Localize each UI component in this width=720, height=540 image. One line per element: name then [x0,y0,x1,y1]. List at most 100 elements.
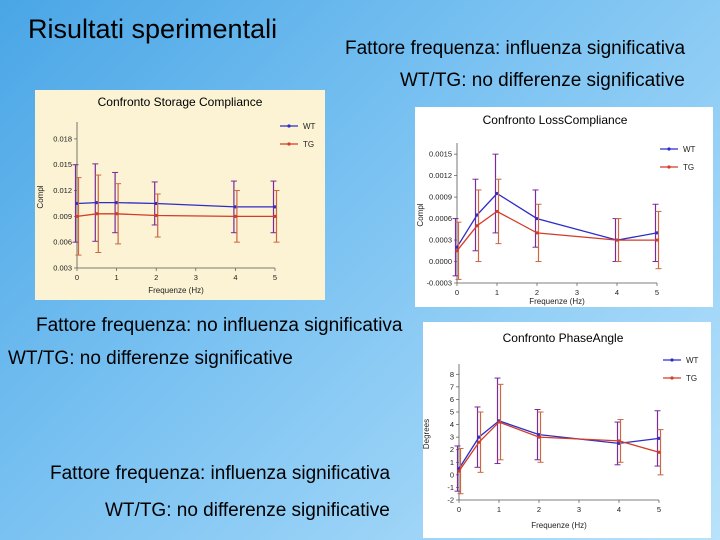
x-tick-label: 4 [233,273,237,282]
data-point [495,209,499,214]
legend-marker [287,124,291,128]
y-tick-label: 0.003 [53,264,72,273]
x-tick-label: 1 [115,273,119,282]
data-point [655,238,659,242]
y-tick-label: 0.015 [53,160,72,169]
data-point [617,441,621,446]
data-point [75,201,79,206]
y-tick-label: -0.0003 [427,279,452,288]
x-tick-label: 1 [495,288,499,297]
data-point [475,213,479,217]
y-tick-label: 3 [450,433,454,442]
data-point [457,469,461,473]
data-point [477,435,481,439]
phase-angle-svg: Confronto PhaseAngle -2 -1 0 1 2 3 4 5 6 7 8 0 1 2 3 4 5 F… [423,331,699,530]
chart-title: Confronto LossCompliance [483,113,628,127]
y-axis-label: Compl [36,185,45,208]
data-point [455,249,459,253]
x-tick-label: 0 [75,273,79,282]
y-tick-label: 0.0006 [429,214,452,223]
x-tick-label: 3 [577,505,581,514]
loss-compliance-chart: Confronto LossCompliance -0.0003 0.0000 0.0… [415,107,713,307]
y-tick-label: 6 [450,395,454,404]
legend-label: TG [683,163,694,172]
data-point [655,231,659,235]
y-tick-label: 0 [450,470,454,479]
x-axis-label: Frequenze (Hz) [148,286,204,295]
x-tick-label: 5 [273,273,277,282]
y-axis-label: Degrees [423,419,431,449]
phase-angle-chart: Confronto PhaseAngle -2 -1 0 1 2 3 4 5 6 7 8 0 1 2 3 4 5 F… [423,322,711,538]
loss-compliance-svg: Confronto LossCompliance -0.0003 0.0000 0.0… [416,113,696,306]
result-text-loss-line1: Fattore frequenza: influenza significati… [345,38,686,59]
legend-label: TG [686,374,697,383]
y-tick-label: 4 [450,420,454,429]
y-tick-label: 0.0009 [429,193,452,202]
x-tick-label: 0 [455,288,459,297]
y-tick-label: -1 [447,483,454,492]
data-point [455,245,459,249]
data-point [233,205,237,209]
data-point [115,212,119,216]
data-point [657,436,661,440]
x-tick-label: 2 [537,505,541,514]
y-tick-label: 5 [450,408,454,417]
y-tick-label: 1 [450,458,454,467]
legend-marker [667,147,671,151]
legend-marker [670,358,674,362]
x-tick-label: 3 [194,273,198,282]
y-tick-label: 0.0015 [429,150,452,159]
series-line-tg [76,213,275,218]
series-line-wt [458,420,660,469]
data-point [273,205,277,209]
result-text-loss-line2: WT/TG: no differenze significative [400,70,685,91]
storage-compliance-svg: Confronto Storage Compliance 0.003 0.006 0.… [36,95,316,295]
y-tick-label: -2 [447,496,454,505]
y-tick-label: 8 [450,370,454,379]
chart-title: Confronto PhaseAngle [503,331,624,345]
series-line-tg [456,210,657,252]
slide-title: Risultati sperimentali [28,14,278,44]
y-tick-label: 0.009 [53,212,72,221]
y-tick-label: 0.0012 [429,171,452,180]
y-tick-label: 0.018 [53,134,72,143]
result-text-phase-line2: WT/TG: no differenze significative [105,500,390,521]
x-tick-label: 4 [615,288,619,297]
y-axis-label: Compl [416,203,425,226]
series-line-wt [76,201,275,208]
legend-marker [287,142,291,146]
data-point [154,213,158,218]
legend-marker [670,376,674,380]
result-text-storage-line1: Fattore frequenza: no influenza signific… [36,315,403,336]
data-point [617,439,621,443]
data-point [497,420,501,424]
x-axis-label: Frequenze (Hz) [529,297,585,306]
legend-label: WT [686,356,699,365]
data-point [75,214,79,218]
data-point [115,200,119,205]
x-tick-label: 4 [617,505,621,514]
data-point [477,440,481,444]
storage-compliance-chart: Confronto Storage Compliance 0.003 0.006 0.… [35,90,325,300]
y-tick-label: 0.006 [53,238,72,247]
x-axis-label: Frequenze (Hz) [531,521,587,530]
data-point [535,231,539,235]
legend-marker [667,165,671,169]
y-tick-label: 7 [450,382,454,391]
result-text-storage-line2: WT/TG: no differenze significative [8,348,293,369]
x-tick-label: 5 [657,505,661,514]
legend-label: WT [303,122,316,131]
series-line-tg [458,421,660,472]
data-point [273,214,277,218]
x-tick-label: 2 [535,288,539,297]
x-tick-label: 0 [457,505,461,514]
data-point [535,216,539,221]
data-point [475,224,479,228]
x-tick-label: 5 [655,288,659,297]
data-point [495,191,499,196]
y-tick-label: 2 [450,445,454,454]
data-point [615,238,619,242]
x-tick-label: 1 [497,505,501,514]
y-tick-label: 0.0003 [429,236,452,245]
chart-title: Confronto Storage Compliance [98,95,263,109]
